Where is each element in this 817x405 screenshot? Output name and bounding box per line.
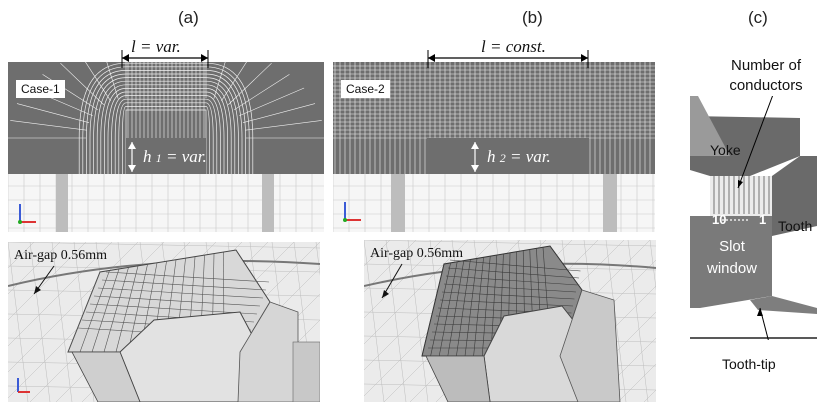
tooth-label: Tooth <box>778 218 813 234</box>
case2-label: Case-2 <box>341 80 390 98</box>
case2-mesh-view <box>333 62 655 232</box>
height-sub-b: 2 <box>499 151 506 165</box>
panel-b-label: (b) <box>522 8 543 27</box>
conductors-label: Number of conductors <box>718 56 814 96</box>
length-label-a: l = var. <box>131 37 181 56</box>
case1-mesh-view <box>8 62 324 232</box>
airgap-label-b: Air-gap 0.56mm <box>370 246 464 261</box>
conductors-line1: Number of <box>730 57 802 74</box>
height-symbol-b: h <box>487 147 496 166</box>
yoke-label: Yoke <box>710 142 741 158</box>
length-label-b: l = const. <box>481 37 546 56</box>
panel-c-label: (c) <box>748 8 768 27</box>
panel-a-label: (a) <box>178 8 199 27</box>
height-label-a: h 1 = var. <box>143 147 207 167</box>
count-right-label: 1 <box>759 212 767 227</box>
length-arrow-b <box>427 50 589 68</box>
airgap-pointer-a <box>33 265 55 295</box>
case1-3d-view <box>8 242 320 402</box>
height-label-b: h 2 = var. <box>487 147 551 167</box>
slot-window-label: Slot window <box>700 236 764 280</box>
count-left-label: 10 <box>712 212 727 227</box>
height-symbol-a: h <box>143 147 152 166</box>
conductors-line2: conductors <box>729 77 803 94</box>
height-arrow-b <box>471 142 479 172</box>
height-arrow-a <box>128 142 136 172</box>
height-sub-a: 1 <box>155 151 162 165</box>
slot-line1: Slot <box>719 238 745 255</box>
height-value-a: = var. <box>166 147 207 166</box>
slot-cross-section <box>690 96 817 340</box>
airgap-label-a: Air-gap 0.56mm <box>14 248 108 263</box>
tooth-tip-label: Tooth-tip <box>722 356 776 372</box>
length-arrow-a <box>121 50 209 68</box>
case2-3d-view <box>364 240 656 402</box>
airgap-pointer-b <box>381 263 403 299</box>
case1-label: Case-1 <box>16 80 65 98</box>
slot-line2: window <box>706 260 758 277</box>
height-value-b: = var. <box>510 147 551 166</box>
